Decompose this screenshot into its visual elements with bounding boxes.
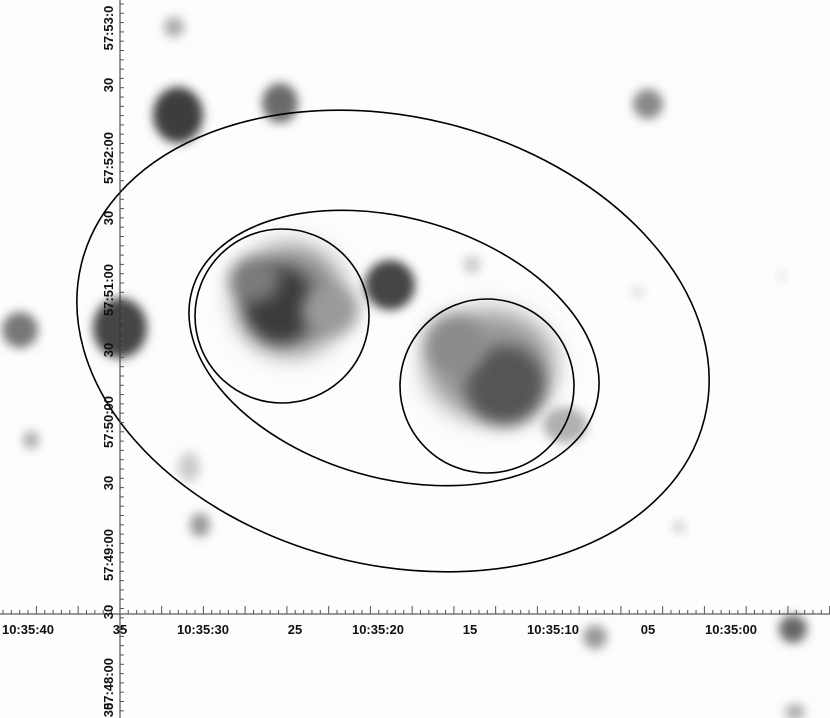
source-blob [778,271,786,281]
source-blob [633,89,663,119]
dec-label: 30 [101,78,116,92]
ra-labels: 10:35:40 35 10:35:30 25 10:35:20 15 10:3… [2,622,757,637]
dec-label: 30 [101,703,116,717]
source-blob [785,704,805,718]
dec-label: 30 [101,211,116,225]
source-blob [178,452,200,482]
dec-label: 57:52:00 [101,132,116,184]
source-blob [632,286,644,298]
dec-label: 57:50:00 [101,396,116,448]
source-blob [23,431,39,449]
source-blob [583,625,607,649]
left-circle-region[interactable] [194,228,370,404]
ra-label: 10:35:40 [2,622,54,637]
ra-label: 10:35:20 [352,622,404,637]
ra-label: 10:35:30 [177,622,229,637]
source-blob [779,615,807,643]
dec-label: 30 [101,343,116,357]
xray-sources [2,17,807,718]
source-blob [463,256,481,274]
dec-label: 30 [101,476,116,490]
dec-label: 57:49:00 [101,529,116,581]
dec-label: 30 [101,605,116,619]
dec-label: 57:48:00 [101,658,116,710]
ra-label: 10:35:10 [527,622,579,637]
dec-label: 57:53:0 [101,6,116,51]
right-circle-region[interactable] [399,298,575,474]
source-blob [153,87,203,143]
source-blob [673,521,685,533]
source-blob [365,260,415,310]
ra-label: 25 [288,622,302,637]
dec-labels: 57:53:0 30 57:52:00 30 57:51:00 30 57:50… [101,6,116,718]
ra-label: 10:35:00 [705,622,757,637]
region-overlays [27,46,758,636]
ra-label: 05 [641,622,655,637]
ra-label: 15 [463,622,477,637]
source-blob [164,17,184,37]
source-blob [2,312,38,348]
dec-label: 57:51:00 [101,264,116,316]
source-cluster-left [230,245,358,355]
outer-ellipse-region[interactable] [27,46,758,636]
ra-label: 35 [113,622,127,637]
middle-ellipse-region[interactable] [156,165,631,531]
source-blob [190,513,210,537]
dec-ticks [120,3,124,712]
